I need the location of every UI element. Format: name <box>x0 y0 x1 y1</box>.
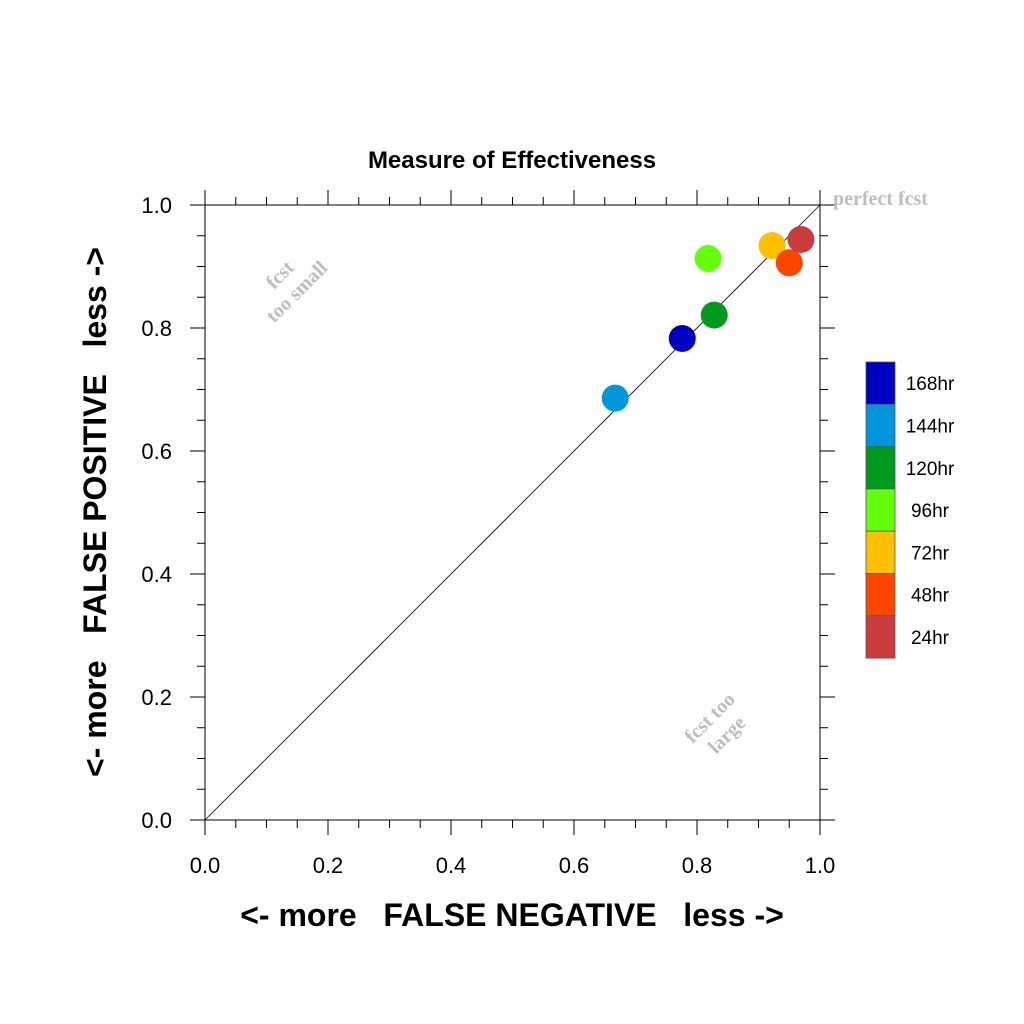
legend-swatch-72hr <box>865 530 896 574</box>
x-tick-label: 0.2 <box>313 853 344 878</box>
data-points <box>601 225 815 412</box>
x-tick-label: 0.0 <box>190 853 221 878</box>
x-tick-label: 1.0 <box>805 853 836 878</box>
x-axis-label: <- more FALSE NEGATIVE less -> <box>240 897 784 933</box>
data-point-120hr <box>700 301 728 329</box>
legend-label-168hr: 168hr <box>906 374 955 395</box>
x-tick-label: 0.8 <box>682 853 713 878</box>
y-tick-label: 0.4 <box>141 562 172 587</box>
legend-swatch-144hr <box>865 403 896 447</box>
x-tick-label: 0.6 <box>559 853 590 878</box>
legend: 168hr 144hr 120hr 96hr 72hr 48hr 24hr <box>865 361 955 659</box>
annotation-fcst-too-large: fcst too large <box>681 689 751 759</box>
data-point-48hr <box>775 249 803 277</box>
legend-swatch-48hr <box>865 573 896 617</box>
legend-label-120hr: 120hr <box>906 459 955 480</box>
annotation-perfect-fcst: perfect fcst <box>833 188 928 210</box>
chart-title: Measure of Effectiveness <box>368 147 656 174</box>
legend-label-144hr: 144hr <box>906 416 955 437</box>
legend-swatch-96hr <box>865 488 896 532</box>
tick-labels: 0.0 0.2 0.4 0.6 0.8 1.0 0.0 0.2 0.4 0.6 0.8 1.0 <box>141 193 835 878</box>
data-point-96hr <box>694 245 722 273</box>
data-point-144hr <box>601 384 629 412</box>
y-tick-label: 0.8 <box>141 316 172 341</box>
y-axis-label: <- more FALSE POSITIVE less -> <box>77 247 113 777</box>
legend-label-72hr: 72hr <box>911 543 950 564</box>
y-tick-label: 0.0 <box>141 808 172 833</box>
y-tick-label: 0.6 <box>141 439 172 464</box>
data-point-168hr <box>668 324 696 352</box>
axis-ticks <box>190 190 835 835</box>
y-tick-label: 0.2 <box>141 685 172 710</box>
legend-swatch-120hr <box>865 446 896 490</box>
data-point-24hr <box>787 225 815 253</box>
data-point-72hr <box>758 232 786 260</box>
legend-label-48hr: 48hr <box>911 586 950 607</box>
y-tick-label: 1.0 <box>141 193 172 218</box>
x-tick-label: 0.4 <box>436 853 467 878</box>
legend-label-96hr: 96hr <box>911 501 950 522</box>
legend-label-24hr: 24hr <box>911 628 950 649</box>
legend-swatch-24hr <box>865 615 896 659</box>
annotation-fcst-too-small: fcst too small <box>262 256 333 327</box>
legend-swatch-168hr <box>865 361 896 405</box>
